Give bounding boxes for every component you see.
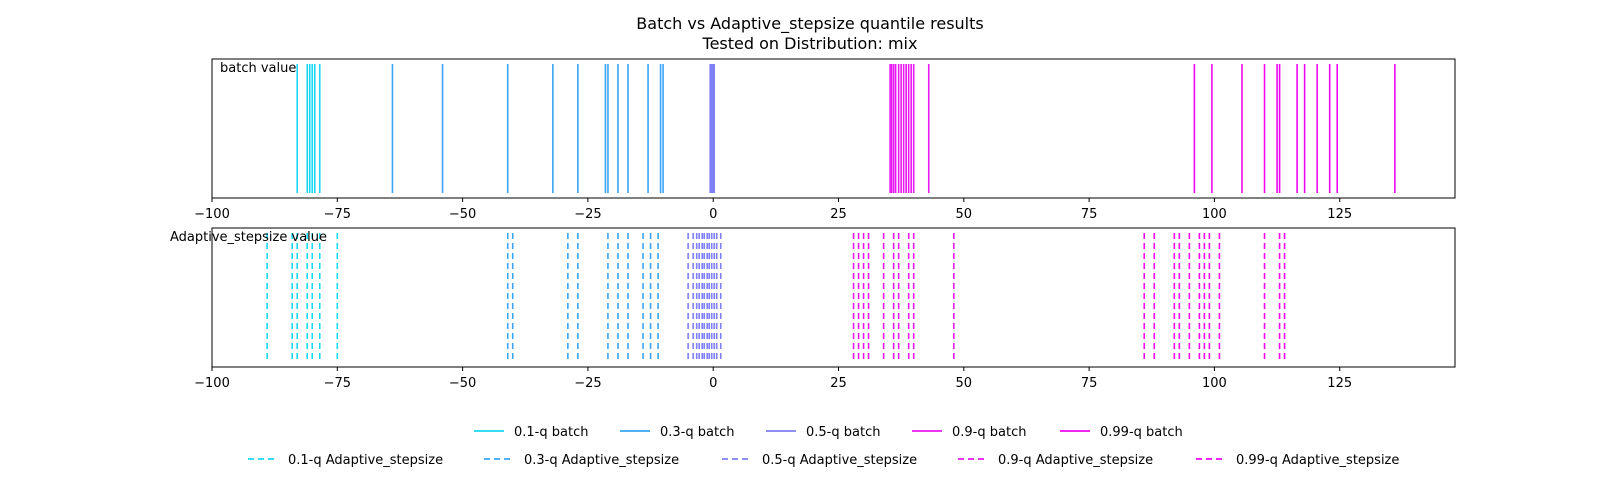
- legend-item-0-4: 0.99-q batch: [1060, 425, 1183, 440]
- panel-batch-label: batch value: [220, 61, 296, 76]
- legend-label-0-2: 0.5-q batch: [806, 425, 880, 440]
- legend-label-0-4: 0.99-q batch: [1100, 425, 1183, 440]
- legend-item-1-3: 0.9-q Adaptive_stepsize: [958, 453, 1153, 468]
- legend-label-1-2: 0.5-q Adaptive_stepsize: [762, 453, 917, 468]
- legend-label-0-3: 0.9-q batch: [952, 425, 1026, 440]
- panel-1-x-tick-label-4: 0: [709, 376, 717, 391]
- legend-item-0-1: 0.3-q batch: [620, 425, 734, 440]
- panel-adaptive-label: Adaptive_stepsize value: [170, 230, 327, 245]
- panel-0-x-tick-label-4: 0: [709, 207, 717, 222]
- panel-1-x-tick-label-8: 100: [1202, 376, 1227, 391]
- panel-1-x-tick-label-3: −25: [574, 376, 601, 391]
- panel-1-x-tick-label-9: 125: [1327, 376, 1352, 391]
- legend-label-0-1: 0.3-q batch: [660, 425, 734, 440]
- legend-label-0-0: 0.1-q batch: [514, 425, 588, 440]
- panel-adaptive: −100 −75 −50 −25 0 25 50 75 100 125 Adaptive_step…: [170, 227, 1456, 391]
- panel-adaptive-marks: [266, 233, 1286, 362]
- panel-0-x-tick-label-0: −100: [194, 207, 230, 222]
- legend-label-1-4: 0.99-q Adaptive_stepsize: [1236, 453, 1399, 468]
- legend-item-0-3: 0.9-q batch: [912, 425, 1026, 440]
- panel-batch-frame: [211, 58, 1456, 199]
- legend-label-1-3: 0.9-q Adaptive_stepsize: [998, 453, 1153, 468]
- panel-1-x-tick-label-5: 25: [830, 376, 847, 391]
- panel-0-x-tick-label-9: 125: [1327, 207, 1352, 222]
- chart-subtitle: Tested on Distribution: mix: [702, 34, 918, 53]
- panel-adaptive-frame: [211, 227, 1456, 368]
- panel-0-x-tick-label-8: 100: [1202, 207, 1227, 222]
- legend-item-1-4: 0.99-q Adaptive_stepsize: [1196, 453, 1399, 468]
- panel-0-x-tick-label-6: 50: [956, 207, 973, 222]
- legend-label-1-1: 0.3-q Adaptive_stepsize: [524, 453, 679, 468]
- panel-0-x-tick-label-3: −25: [574, 207, 601, 222]
- legend-item-0-2: 0.5-q batch: [766, 425, 880, 440]
- panel-1-x-tick-label-1: −75: [324, 376, 351, 391]
- legend-item-1-1: 0.3-q Adaptive_stepsize: [484, 453, 679, 468]
- panel-batch-marks: [296, 64, 1396, 193]
- panel-0-x-tick-label-7: 75: [1081, 207, 1098, 222]
- legend: 0.1-q batch 0.3-q batch 0.5-q batch 0.9-q b…: [248, 425, 1399, 468]
- panel-batch-x-axis: −100 −75 −50 −25 0 25 50 75 100 125: [194, 198, 1352, 222]
- panel-adaptive-x-axis: −100 −75 −50 −25 0 25 50 75 100 125: [194, 367, 1352, 391]
- panel-0-x-tick-label-5: 25: [830, 207, 847, 222]
- legend-item-0-0: 0.1-q batch: [474, 425, 588, 440]
- chart-title: Batch vs Adaptive_stepsize quantile resu…: [636, 14, 983, 34]
- panel-0-x-tick-label-2: −50: [449, 207, 476, 222]
- legend-label-1-0: 0.1-q Adaptive_stepsize: [288, 453, 443, 468]
- panel-1-x-tick-label-0: −100: [194, 376, 230, 391]
- legend-item-1-0: 0.1-q Adaptive_stepsize: [248, 453, 443, 468]
- panel-1-x-tick-label-7: 75: [1081, 376, 1098, 391]
- panel-0-x-tick-label-1: −75: [324, 207, 351, 222]
- legend-item-1-2: 0.5-q Adaptive_stepsize: [722, 453, 917, 468]
- panel-1-x-tick-label-6: 50: [956, 376, 973, 391]
- panel-batch: −100 −75 −50 −25 0 25 50 75 100 125 batch value: [194, 58, 1456, 222]
- panel-1-x-tick-label-2: −50: [449, 376, 476, 391]
